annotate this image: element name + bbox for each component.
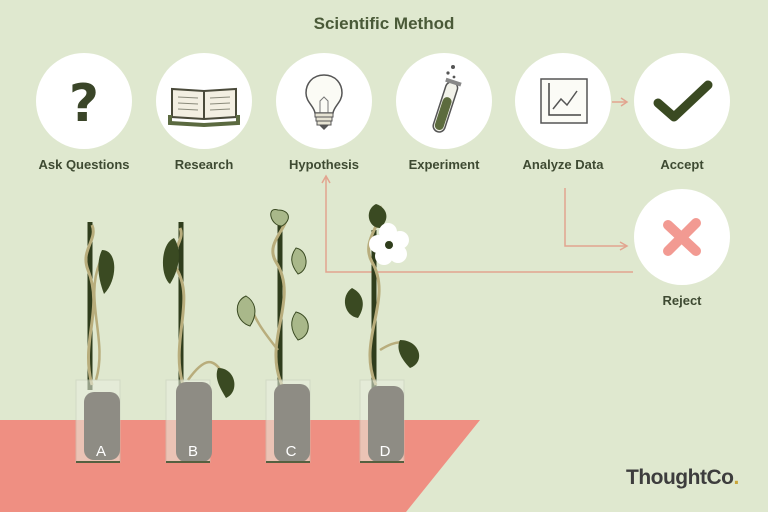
reject-label: Reject xyxy=(662,293,702,308)
research-circle xyxy=(156,53,252,149)
brand-dot: . xyxy=(733,466,739,489)
step-accept: Accept xyxy=(622,53,742,172)
ask-circle: ? xyxy=(36,53,132,149)
step-experiment: Experiment xyxy=(384,53,504,172)
step-hypothesis: Hypothesis xyxy=(264,53,384,172)
tube-d-label: D xyxy=(380,443,391,460)
white-flower xyxy=(369,223,409,265)
thoughtco-logo: ThoughtCo. xyxy=(626,466,739,490)
step-reject: Reject xyxy=(622,189,742,308)
experiment-circle xyxy=(396,53,492,149)
light-bulb-icon xyxy=(305,74,343,130)
hypothesis-circle xyxy=(276,53,372,149)
step-research: Research xyxy=(144,53,264,172)
accept-label: Accept xyxy=(660,157,704,172)
x-mark-icon xyxy=(663,218,701,256)
hypothesis-label: Hypothesis xyxy=(288,157,360,172)
ask-questions-label: Ask Questions xyxy=(38,157,130,172)
plant-tube-d xyxy=(344,204,420,463)
step-analyze-data: Analyze Data xyxy=(503,53,623,172)
tabletop xyxy=(0,420,480,512)
page-title: Scientific Method xyxy=(313,14,455,33)
line-graph-icon xyxy=(540,78,588,124)
svg-text:?: ? xyxy=(69,74,99,134)
tube-b-label: B xyxy=(188,443,198,460)
experiment-label: Experiment xyxy=(408,157,480,172)
tube-c-label: C xyxy=(286,443,297,460)
plant-tube-a xyxy=(75,222,121,463)
open-book-icon xyxy=(168,87,240,128)
accept-circle xyxy=(634,53,730,149)
tube-a-label: A xyxy=(96,443,106,460)
plant-tube-c xyxy=(236,209,311,463)
plant-tube-b xyxy=(162,222,235,463)
checkmark-icon xyxy=(653,80,713,122)
question-mark-icon: ? xyxy=(69,74,99,134)
reject-circle xyxy=(634,189,730,285)
brand-name: ThoughtCo xyxy=(626,466,734,489)
analyze-data-label: Analyze Data xyxy=(522,157,604,172)
analyze-circle xyxy=(515,53,611,149)
step-ask-questions: ? Ask Questions xyxy=(24,53,144,172)
test-tube-icon xyxy=(432,65,462,133)
research-label: Research xyxy=(174,157,234,172)
